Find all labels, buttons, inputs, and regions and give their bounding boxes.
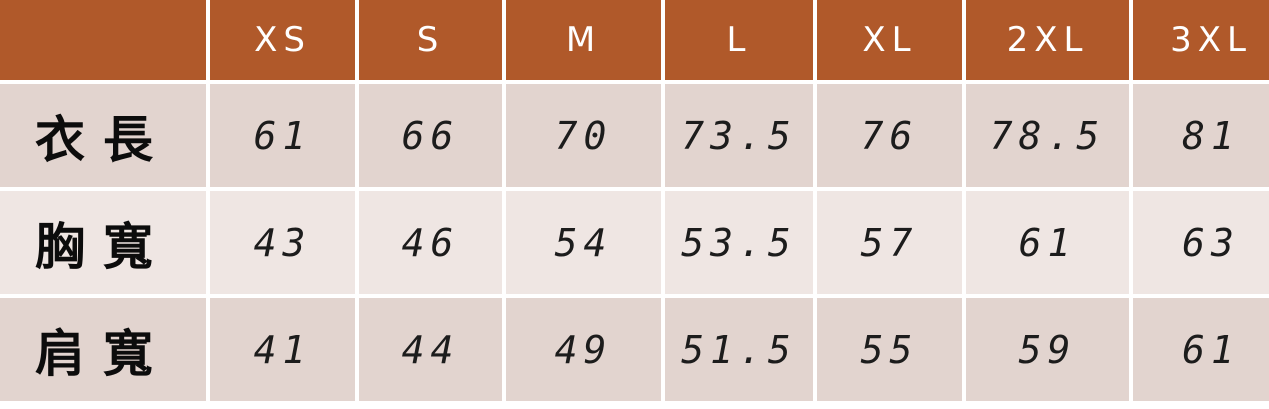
table-cell: 59 <box>966 298 1129 401</box>
table-row-length: 衣長 61 66 70 73.5 76 78.5 81 <box>0 84 1269 187</box>
column-header-m: M <box>506 0 661 80</box>
table-cell: 61 <box>966 191 1129 294</box>
table-cell: 55 <box>817 298 962 401</box>
table-cell: 46 <box>359 191 502 294</box>
table-row-chest: 胸寬 43 46 54 53.5 57 61 63 <box>0 191 1269 294</box>
row-label-length: 衣長 <box>0 84 206 187</box>
column-header-s: S <box>359 0 502 80</box>
column-header-2xl: 2XL <box>966 0 1129 80</box>
table-cell: 61 <box>210 84 355 187</box>
table-cell: 44 <box>359 298 502 401</box>
table-cell: 43 <box>210 191 355 294</box>
table-cell: 66 <box>359 84 502 187</box>
column-header-3xl: 3XL <box>1133 0 1269 80</box>
table-cell: 76 <box>817 84 962 187</box>
table-cell: 53.5 <box>665 191 813 294</box>
table-cell: 63 <box>1133 191 1269 294</box>
row-label-chest: 胸寬 <box>0 191 206 294</box>
table-cell: 57 <box>817 191 962 294</box>
table-cell: 70 <box>506 84 661 187</box>
corner-cell <box>0 0 206 80</box>
table-row-shoulder: 肩寬 41 44 49 51.5 55 59 61 <box>0 298 1269 401</box>
table-cell: 78.5 <box>966 84 1129 187</box>
column-header-xs: XS <box>210 0 355 80</box>
header-row: XS S M L XL 2XL 3XL <box>0 0 1269 80</box>
table-cell: 61 <box>1133 298 1269 401</box>
column-header-l: L <box>665 0 813 80</box>
table-cell: 51.5 <box>665 298 813 401</box>
table-cell: 41 <box>210 298 355 401</box>
table-cell: 49 <box>506 298 661 401</box>
table-cell: 73.5 <box>665 84 813 187</box>
column-header-xl: XL <box>817 0 962 80</box>
table-cell: 81 <box>1133 84 1269 187</box>
row-label-shoulder: 肩寬 <box>0 298 206 401</box>
table-cell: 54 <box>506 191 661 294</box>
